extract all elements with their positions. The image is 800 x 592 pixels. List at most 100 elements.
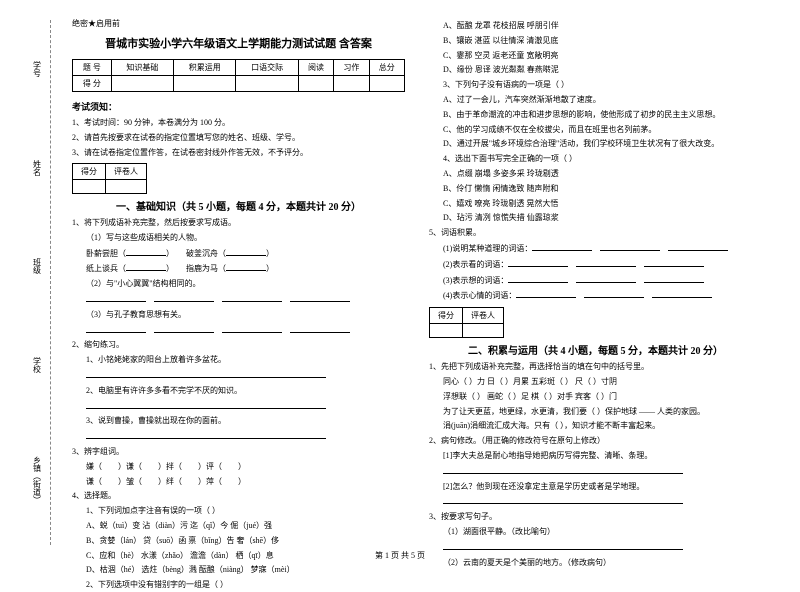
gb2-0 bbox=[430, 324, 463, 338]
sc-r3 bbox=[236, 76, 298, 92]
q5-1t: (1)说明某种道理的词语： bbox=[443, 244, 532, 253]
sb-3: 学校 bbox=[32, 357, 43, 373]
q4-stem: 4、选择题。 bbox=[72, 490, 405, 503]
p2q2-1: [1]李大夫总是耐心地指导她把病历写得完整、清晰、条理。 bbox=[429, 450, 762, 463]
p2q1-s2: 涓(juān)涓细流汇成大海。只有（ ），知识才能不断丰富起来。 bbox=[429, 420, 762, 433]
q2-2: 2、电脑里有许许多多看不完学不厌的知识。 bbox=[72, 385, 405, 398]
sc-r2 bbox=[174, 76, 236, 92]
q4-sub2: 2、下列选项中没有错别字的一组是（ ） bbox=[72, 579, 405, 592]
gl-1: 评卷人 bbox=[106, 164, 147, 180]
p2q1-s1: 为了让天更蓝，地更绿，水更清，我们要（ ）保护地球 —— 人类的家园。 bbox=[429, 406, 762, 419]
sc-h1: 知识基础 bbox=[111, 60, 173, 76]
p2q1-r1: 同心（ ）力 日（ ）月累 五彩斑（ ） 尺（ ）寸阴 bbox=[429, 376, 762, 389]
sc-h5: 习作 bbox=[334, 60, 369, 76]
notice-list: 1、考试时间：90 分钟，本卷满分为 100 分。 2、请首先按要求在试卷的指定… bbox=[72, 117, 405, 159]
q5-stem: 5、词语积累。 bbox=[429, 227, 762, 240]
q4-b: B、贪婪（lán） 贷（suō）函 禀（bǐng）告 奢（shē）侈 bbox=[72, 535, 405, 548]
gb-0 bbox=[73, 180, 106, 194]
notice-1: 1、考试时间：90 分钟，本卷满分为 100 分。 bbox=[72, 117, 405, 129]
page-container: 绝密★启用前 晋城市实验小学六年级语文上学期能力测试试题 含答案 题 号 知识基… bbox=[0, 0, 800, 565]
sb-2: 班级 bbox=[32, 258, 43, 274]
q5-1: (1)说明某种道理的词语： bbox=[429, 242, 762, 256]
sb-1: 姓名 bbox=[32, 160, 43, 176]
q4b-d: D、缘份 恩译 波光粼粼 春燕啭泥 bbox=[429, 64, 762, 77]
p2q1-r2: 浮想联（ ） 画蛇（ ）足 棋（ ）对手 宾客（ ）门 bbox=[429, 391, 762, 404]
q1-sub1: （1）写与这些成语相关的人物。 bbox=[72, 232, 405, 245]
gl2-0: 得分 bbox=[430, 308, 463, 324]
q4b-a: A、酝酿 龙罩 花枝招展 呼朋引伴 bbox=[429, 20, 762, 33]
q4b-b: B、镶嵌 湛蓝 以往情深 清澈见底 bbox=[429, 35, 762, 48]
q1-sub3: （3）与孔子教育思想有关。 bbox=[72, 309, 405, 322]
sc-r6 bbox=[369, 76, 404, 92]
q5-3: (3)表示想的词语： bbox=[429, 274, 762, 288]
notice-3: 3、请在试卷指定位置作答，在试卷密封线外作答无效，不予评分。 bbox=[72, 147, 405, 159]
binding-sidebar: 学号 姓名 班级 学校 乡镇（街道） bbox=[20, 20, 54, 545]
p2q2-2b bbox=[429, 495, 762, 509]
sc-h4: 阅读 bbox=[298, 60, 333, 76]
q4c-a: A、过了一会儿，汽车突然渐渐地散了速度。 bbox=[429, 94, 762, 107]
q4d-a: A、点缀 崩塌 多姿多采 玲珑剔透 bbox=[429, 168, 762, 181]
sc-h6: 总分 bbox=[369, 60, 404, 76]
q3-r2: 谦（ ）皱（ ）绊（ ）萍（ ） bbox=[72, 476, 405, 489]
p2q1-stem: 1、先把下列成语补充完整，再选择恰当的填在句中的括号里。 bbox=[429, 361, 762, 374]
sb-0: 学号 bbox=[32, 61, 43, 77]
score-table: 题 号 知识基础 积累运用 口语交际 阅读 习作 总分 得 分 bbox=[72, 59, 405, 92]
left-column: 绝密★启用前 晋城市实验小学六年级语文上学期能力测试试题 含答案 题 号 知识基… bbox=[60, 18, 417, 555]
q2-2b bbox=[72, 400, 405, 414]
q1-stem: 1、将下列成语补充完整，然后按要求写成语。 bbox=[72, 217, 405, 230]
sc-r1 bbox=[111, 76, 173, 92]
right-column: A、酝酿 龙罩 花枝招展 呼朋引伴 B、镶嵌 湛蓝 以往情深 清澈见底 C、霎那… bbox=[417, 18, 774, 555]
p2q3-1: （1）湖面很平静。（改比喻句） bbox=[429, 526, 762, 539]
sc-r0: 得 分 bbox=[73, 76, 112, 92]
grader-box-1: 得分评卷人 bbox=[72, 163, 147, 194]
q5-2t: (2)表示看的词语： bbox=[443, 260, 508, 269]
q4d-d: D、玷污 清冽 惊慌失措 仙露琼浆 bbox=[429, 212, 762, 225]
sb-4: 乡镇（街道） bbox=[32, 456, 43, 504]
gl-0: 得分 bbox=[73, 164, 106, 180]
q1-r2: 纸上谈兵（） 指鹿为马（） bbox=[72, 262, 405, 276]
sc-h3: 口语交际 bbox=[236, 60, 298, 76]
gb2-1 bbox=[463, 324, 504, 338]
sc-r5 bbox=[334, 76, 369, 92]
p2q3-stem: 3、按要求写句子。 bbox=[429, 511, 762, 524]
q5-2: (2)表示看的词语： bbox=[429, 258, 762, 272]
p2q2-1b bbox=[429, 465, 762, 479]
gb-1 bbox=[106, 180, 147, 194]
q2-1: 1、小铭姥姥家的阳台上放着许多盆花。 bbox=[72, 354, 405, 367]
q4-d: D、枯涸（hé） 选炷（bèng）溅 酝酿（niàng） 梦寐（mèi） bbox=[72, 564, 405, 577]
q1-sub2: （2）与"小心翼翼"结构相同的。 bbox=[72, 278, 405, 291]
q3-stem: 3、辨字组词。 bbox=[72, 446, 405, 459]
q3-r1: 嫌（ ）谦（ ）拌（ ）评（ ） bbox=[72, 461, 405, 474]
q2-stem: 2、缩句练习。 bbox=[72, 339, 405, 352]
grader-box-2: 得分评卷人 bbox=[429, 307, 504, 338]
q4d-c: C、嬉戏 嘹亮 玲珑剔透 晃然大悟 bbox=[429, 198, 762, 211]
q2-1b bbox=[72, 369, 405, 383]
notice-2: 2、请首先按要求在试卷的指定位置填写您的姓名、班级、学号。 bbox=[72, 132, 405, 144]
q4-a: A、蜕（tuì）变 沾（diàn）污 迄（qǐ）今 倔（jué）强 bbox=[72, 520, 405, 533]
exam-title: 晋城市实验小学六年级语文上学期能力测试试题 含答案 bbox=[72, 35, 405, 51]
q4d-b: B、伶仃 懒惰 闲情逸致 随声附和 bbox=[429, 183, 762, 196]
q5-4t: (4)表示心情的词语： bbox=[443, 291, 516, 300]
page-footer: 第 1 页 共 5 页 bbox=[0, 550, 800, 561]
q2-3: 3、说到曹操，曹操就出现在你的面前。 bbox=[72, 415, 405, 428]
q2-3b bbox=[72, 430, 405, 444]
p2q2-stem: 2、病句修改。（用正确的修改符号在原句上修改） bbox=[429, 435, 762, 448]
q1-b1 bbox=[72, 293, 405, 307]
sc-h0: 题 号 bbox=[73, 60, 112, 76]
q4-sub: 1、下列词加点字注音有误的一项（ ） bbox=[72, 505, 405, 518]
notice-heading: 考试须知： bbox=[72, 100, 405, 113]
q5-4: (4)表示心情的词语： bbox=[429, 289, 762, 303]
q4c-c: C、他的学习成绩不仅在全校拔尖，而且在班里也名列前茅。 bbox=[429, 124, 762, 137]
sc-h2: 积累运用 bbox=[174, 60, 236, 76]
p2q2-2: [2]怎么？他到现在还没拿定主意是学历史或者是学地理。 bbox=[429, 481, 762, 494]
q4c-stem: 3、下列句子没有语病的一项是（ ） bbox=[429, 79, 762, 92]
secrecy-note: 绝密★启用前 bbox=[72, 18, 405, 29]
q4b-c: C、霎那 空灵 返老还童 宽敞明亮 bbox=[429, 50, 762, 63]
q4c-b: B、由于革命潮流的冲击和进步思想的影响，使他形成了初步的民主主义思想。 bbox=[429, 109, 762, 122]
q1-r1: 卧薪尝胆（） 破釜沉舟（） bbox=[72, 247, 405, 261]
part2-title: 二、积累与运用（共 4 小题，每题 5 分，本题共计 20 分） bbox=[429, 342, 762, 357]
sc-r4 bbox=[298, 76, 333, 92]
q5-3t: (3)表示想的词语： bbox=[443, 276, 508, 285]
fold-line bbox=[50, 20, 51, 545]
q1-b2 bbox=[72, 324, 405, 338]
